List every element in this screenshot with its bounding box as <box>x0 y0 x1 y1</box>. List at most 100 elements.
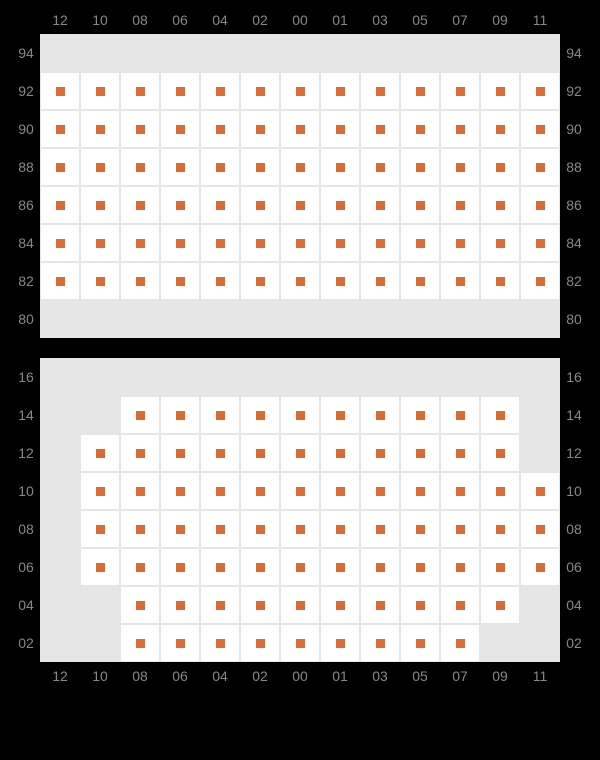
seat-cell[interactable] <box>120 548 160 586</box>
seat-cell[interactable] <box>80 434 120 472</box>
seat-cell[interactable] <box>160 510 200 548</box>
seat-cell[interactable] <box>280 72 320 110</box>
seat-cell[interactable] <box>200 148 240 186</box>
seat-cell[interactable] <box>200 510 240 548</box>
seat-cell[interactable] <box>400 624 440 662</box>
seat-cell[interactable] <box>320 548 360 586</box>
seat-cell[interactable] <box>280 586 320 624</box>
seat-cell[interactable] <box>360 148 400 186</box>
seat-cell[interactable] <box>280 396 320 434</box>
seat-cell[interactable] <box>480 110 520 148</box>
seat-cell[interactable] <box>480 510 520 548</box>
seat-cell[interactable] <box>120 110 160 148</box>
seat-cell[interactable] <box>120 186 160 224</box>
seat-cell[interactable] <box>360 624 400 662</box>
seat-cell[interactable] <box>80 148 120 186</box>
seat-cell[interactable] <box>360 396 400 434</box>
seat-cell[interactable] <box>160 548 200 586</box>
seat-cell[interactable] <box>240 110 280 148</box>
seat-cell[interactable] <box>440 396 480 434</box>
seat-cell[interactable] <box>400 72 440 110</box>
seat-cell[interactable] <box>80 72 120 110</box>
seat-cell[interactable] <box>240 148 280 186</box>
seat-cell[interactable] <box>280 262 320 300</box>
seat-cell[interactable] <box>160 434 200 472</box>
seat-cell[interactable] <box>120 586 160 624</box>
seat-cell[interactable] <box>200 186 240 224</box>
seat-cell[interactable] <box>200 396 240 434</box>
seat-cell[interactable] <box>280 434 320 472</box>
seat-cell[interactable] <box>120 396 160 434</box>
seat-cell[interactable] <box>440 148 480 186</box>
seat-cell[interactable] <box>400 586 440 624</box>
seat-cell[interactable] <box>400 148 440 186</box>
seat-cell[interactable] <box>520 148 560 186</box>
seat-cell[interactable] <box>520 472 560 510</box>
seat-cell[interactable] <box>240 624 280 662</box>
seat-cell[interactable] <box>120 472 160 510</box>
seat-cell[interactable] <box>160 110 200 148</box>
seat-cell[interactable] <box>80 510 120 548</box>
seat-cell[interactable] <box>200 72 240 110</box>
seat-cell[interactable] <box>200 548 240 586</box>
seat-cell[interactable] <box>120 224 160 262</box>
seat-cell[interactable] <box>80 262 120 300</box>
seat-cell[interactable] <box>240 224 280 262</box>
seat-cell[interactable] <box>360 510 400 548</box>
seat-cell[interactable] <box>360 110 400 148</box>
seat-cell[interactable] <box>280 548 320 586</box>
seat-cell[interactable] <box>240 510 280 548</box>
seat-cell[interactable] <box>160 472 200 510</box>
seat-cell[interactable] <box>200 586 240 624</box>
seat-cell[interactable] <box>400 186 440 224</box>
seat-cell[interactable] <box>280 186 320 224</box>
seat-cell[interactable] <box>320 186 360 224</box>
seat-cell[interactable] <box>400 262 440 300</box>
seat-cell[interactable] <box>40 148 80 186</box>
seat-cell[interactable] <box>280 510 320 548</box>
seat-cell[interactable] <box>440 624 480 662</box>
seat-cell[interactable] <box>80 110 120 148</box>
seat-cell[interactable] <box>120 510 160 548</box>
seat-cell[interactable] <box>240 186 280 224</box>
seat-cell[interactable] <box>480 586 520 624</box>
seat-cell[interactable] <box>440 472 480 510</box>
seat-cell[interactable] <box>120 148 160 186</box>
seat-cell[interactable] <box>240 586 280 624</box>
seat-cell[interactable] <box>240 548 280 586</box>
seat-cell[interactable] <box>200 262 240 300</box>
seat-cell[interactable] <box>80 548 120 586</box>
seat-cell[interactable] <box>480 548 520 586</box>
seat-cell[interactable] <box>320 624 360 662</box>
seat-cell[interactable] <box>120 262 160 300</box>
seat-cell[interactable] <box>360 434 400 472</box>
seat-cell[interactable] <box>320 510 360 548</box>
seat-cell[interactable] <box>360 186 400 224</box>
seat-cell[interactable] <box>280 624 320 662</box>
seat-cell[interactable] <box>160 262 200 300</box>
seat-cell[interactable] <box>40 262 80 300</box>
seat-cell[interactable] <box>520 72 560 110</box>
seat-cell[interactable] <box>160 624 200 662</box>
seat-cell[interactable] <box>440 586 480 624</box>
seat-cell[interactable] <box>240 262 280 300</box>
seat-cell[interactable] <box>440 510 480 548</box>
seat-cell[interactable] <box>520 548 560 586</box>
seat-cell[interactable] <box>360 472 400 510</box>
seat-cell[interactable] <box>320 262 360 300</box>
seat-cell[interactable] <box>360 224 400 262</box>
seat-cell[interactable] <box>40 224 80 262</box>
seat-cell[interactable] <box>120 624 160 662</box>
seat-cell[interactable] <box>200 624 240 662</box>
seat-cell[interactable] <box>160 72 200 110</box>
seat-cell[interactable] <box>480 186 520 224</box>
seat-cell[interactable] <box>320 72 360 110</box>
seat-cell[interactable] <box>400 510 440 548</box>
seat-cell[interactable] <box>320 110 360 148</box>
seat-cell[interactable] <box>360 262 400 300</box>
seat-cell[interactable] <box>440 262 480 300</box>
seat-cell[interactable] <box>320 472 360 510</box>
seat-cell[interactable] <box>480 148 520 186</box>
seat-cell[interactable] <box>440 548 480 586</box>
seat-cell[interactable] <box>280 472 320 510</box>
